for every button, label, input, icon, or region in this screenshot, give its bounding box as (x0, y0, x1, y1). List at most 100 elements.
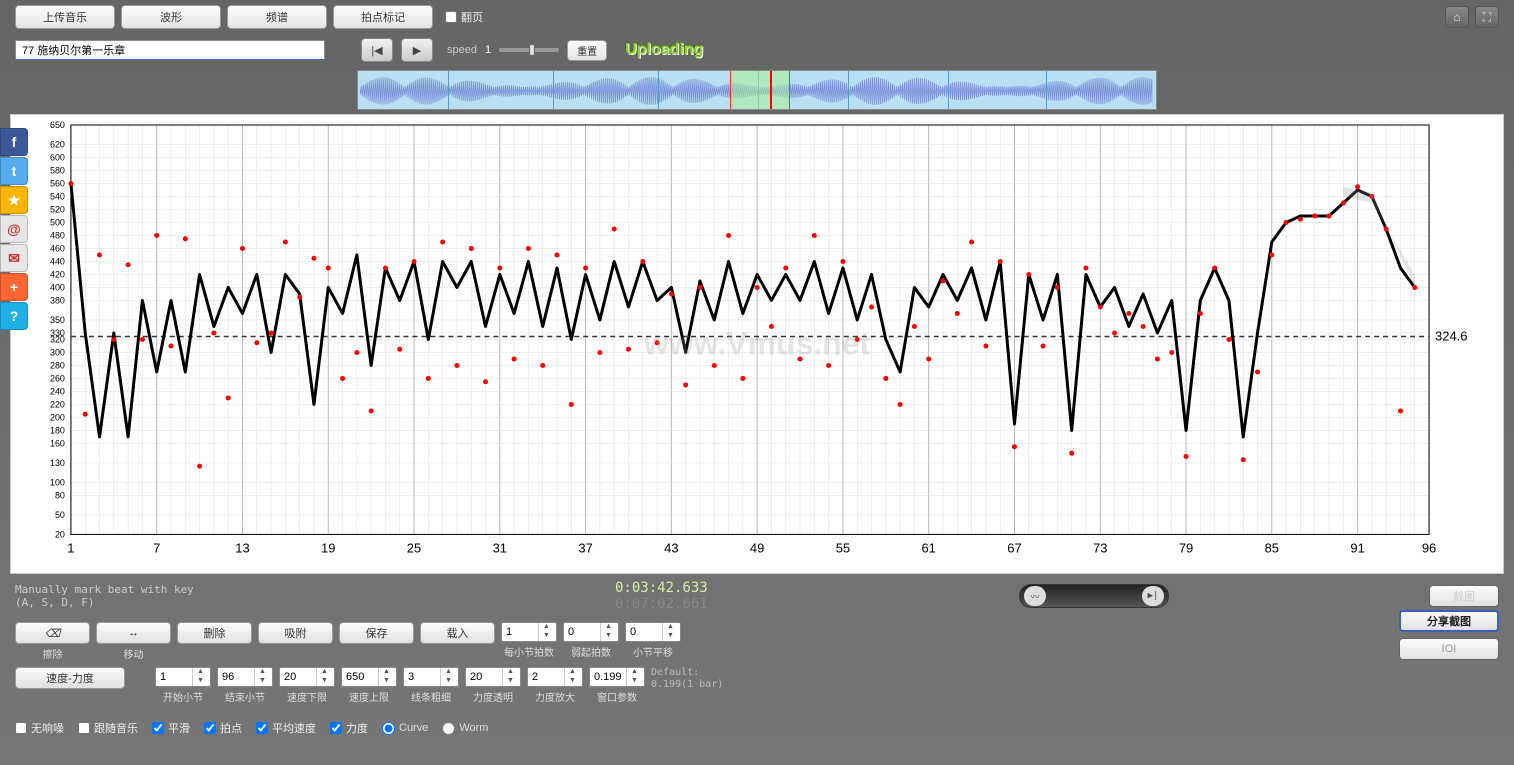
svg-text:650: 650 (50, 120, 65, 130)
prev-button[interactable]: |◀ (361, 38, 393, 62)
beat-checkbox[interactable]: 拍点 (204, 720, 242, 736)
dyn-alpha-label: 力度透明 (473, 689, 513, 704)
svg-text:67: 67 (1007, 540, 1021, 555)
svg-text:460: 460 (50, 243, 65, 253)
svg-text:260: 260 (50, 373, 65, 383)
svg-text:560: 560 (50, 178, 65, 188)
svg-text:160: 160 (50, 438, 65, 448)
save-button[interactable]: 保存 (339, 622, 414, 644)
dyn-scale-label: 力度放大 (535, 689, 575, 704)
dyn-alpha-spinner[interactable]: ▲▼ (465, 667, 521, 687)
mode-button[interactable]: 速度-力度 (15, 667, 125, 689)
svg-text:79: 79 (1179, 540, 1193, 555)
track-title-input[interactable] (15, 40, 325, 60)
anacrusis-spinner[interactable]: ▲▼ (563, 622, 619, 642)
svg-text:240: 240 (50, 386, 65, 396)
start-bar-spinner[interactable]: ▲▼ (155, 667, 211, 687)
share-screenshot-button[interactable]: 分享截图 (1399, 610, 1499, 632)
svg-text:280: 280 (50, 360, 65, 370)
waveform-cursor (770, 71, 772, 109)
follow-music-checkbox[interactable]: 跟随音乐 (78, 720, 138, 736)
upload-music-button[interactable]: 上传音乐 (15, 5, 115, 29)
svg-text:49: 49 (750, 540, 764, 555)
transport-row: |◀ ▶ speed 1 重置 Uploading (0, 34, 1514, 66)
smooth-checkbox[interactable]: 平滑 (152, 720, 190, 736)
wave-icon: 〰 (1024, 586, 1046, 606)
svg-text:324.6: 324.6 (1435, 328, 1467, 343)
erase-button[interactable]: ⌫ (15, 622, 90, 644)
bar-shift-spinner[interactable]: ▲▼ (625, 622, 681, 642)
dyn-scale-spinner[interactable]: ▲▼ (527, 667, 583, 687)
svg-text:96: 96 (1422, 540, 1436, 555)
svg-text:500: 500 (50, 217, 65, 227)
options-row: 无响噪 跟随音乐 平滑 拍点 平均速度 力度 Curve Worm (0, 716, 1514, 740)
snap-button[interactable]: 吸附 (258, 622, 333, 644)
tempo-chart: 1713192531374349556167737985919620508010… (10, 114, 1504, 574)
facebook-icon[interactable]: f (0, 128, 28, 156)
svg-text:7: 7 (153, 540, 160, 555)
dynamics-checkbox[interactable]: 力度 (330, 720, 368, 736)
screenshot-button[interactable]: 截图 (1429, 585, 1499, 607)
move-label: 移动 (124, 646, 144, 661)
load-button[interactable]: 载入 (420, 622, 495, 644)
svg-text:580: 580 (50, 165, 65, 175)
svg-text:440: 440 (50, 256, 65, 266)
waveform-selection (730, 71, 790, 109)
time-total: 0:07:02.661 (615, 596, 708, 612)
spectrum-button[interactable]: 频谱 (227, 5, 327, 29)
end-bar-spinner[interactable]: ▲▼ (217, 667, 273, 687)
window-label: 窗口参数 (597, 689, 637, 704)
svg-text:380: 380 (50, 295, 65, 305)
beats-per-bar-spinner[interactable]: ▲▼ (501, 622, 557, 642)
bar-shift-label: 小节平移 (633, 644, 673, 659)
svg-text:50: 50 (55, 510, 65, 520)
svg-text:540: 540 (50, 191, 65, 201)
beat-mark-button[interactable]: 拍点标记 (333, 5, 433, 29)
hint-text-2: (A, S, D, F) (15, 596, 615, 609)
window-spinner[interactable]: ▲▼ (589, 667, 645, 687)
twitter-icon[interactable]: t (0, 157, 28, 185)
svg-text:200: 200 (50, 412, 65, 422)
speed-min-spinner[interactable]: ▲▼ (279, 667, 335, 687)
bottom-panel: ⌫擦除 ↔移动 删除 吸附 保存 载入 ▲▼ 每小节拍数 ▲▼ 弱起拍数 ▲▼ … (0, 616, 1514, 716)
reset-button[interactable]: 重置 (567, 40, 607, 61)
help-icon[interactable]: ? (0, 302, 28, 330)
svg-text:620: 620 (50, 139, 65, 149)
ioi-button[interactable]: IOI (1399, 638, 1499, 660)
svg-text:350: 350 (50, 315, 65, 325)
line-thick-spinner[interactable]: ▲▼ (403, 667, 459, 687)
waveform-button[interactable]: 波形 (121, 5, 221, 29)
home-icon[interactable]: ⌂ (1445, 6, 1469, 28)
page-turn-label: 翻页 (461, 9, 483, 25)
plus-icon[interactable]: + (0, 273, 28, 301)
chart-svg: 1713192531374349556167737985919620508010… (11, 115, 1503, 574)
anacrusis-label: 弱起拍数 (571, 644, 611, 659)
weibo-icon[interactable]: @ (0, 215, 28, 243)
curve-radio[interactable]: Curve (382, 722, 428, 735)
fullscreen-icon[interactable]: ⛶ (1475, 6, 1499, 28)
svg-text:330: 330 (50, 328, 65, 338)
speed-label: speed (447, 44, 477, 56)
mail-icon[interactable]: ✉ (0, 244, 28, 272)
social-sidebar: ft★@✉+? (0, 128, 28, 331)
svg-text:520: 520 (50, 204, 65, 214)
svg-text:55: 55 (836, 540, 850, 555)
qzone-icon[interactable]: ★ (0, 186, 28, 214)
svg-text:43: 43 (664, 540, 678, 555)
svg-text:600: 600 (50, 152, 65, 162)
waveform-overview[interactable] (357, 70, 1157, 110)
svg-text:130: 130 (50, 458, 65, 468)
play-button[interactable]: ▶ (401, 38, 433, 62)
avg-speed-checkbox[interactable]: 平均速度 (256, 720, 316, 736)
speed-max-spinner[interactable]: ▲▼ (341, 667, 397, 687)
zoom-pill-slider[interactable]: 〰 ▶| (1019, 584, 1169, 608)
delete-button[interactable]: 删除 (177, 622, 252, 644)
speed-slider[interactable] (499, 48, 559, 52)
move-button[interactable]: ↔ (96, 622, 171, 644)
svg-text:20: 20 (55, 529, 65, 539)
topbar: 上传音乐 波形 频谱 拍点标记 翻页 ⌂ ⛶ (0, 0, 1514, 34)
default-text: Default: 0.199(1 bar) (651, 667, 723, 691)
page-turn-checkbox[interactable]: 翻页 (445, 9, 483, 25)
no-noise-checkbox[interactable]: 无响噪 (15, 720, 64, 736)
worm-radio[interactable]: Worm (442, 722, 488, 735)
